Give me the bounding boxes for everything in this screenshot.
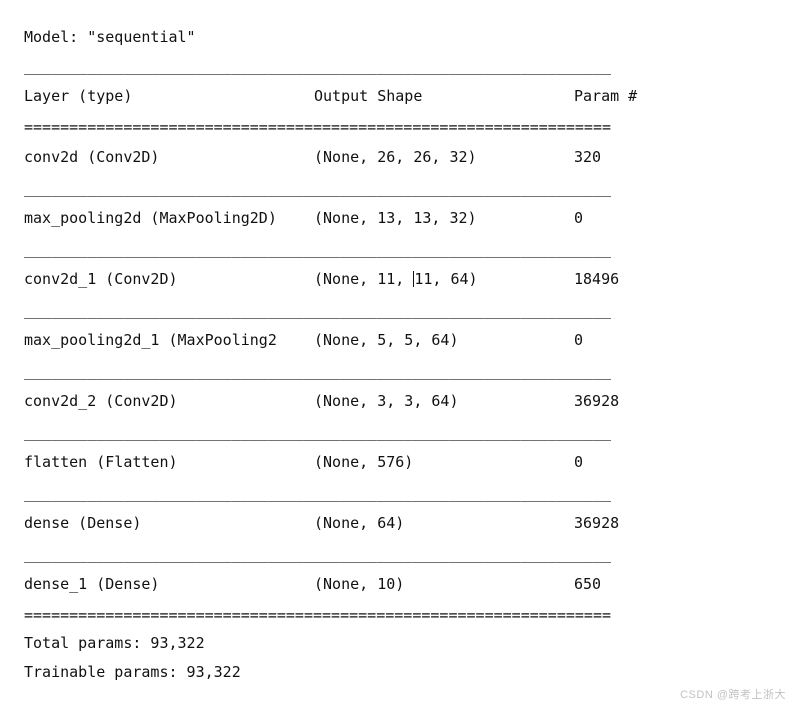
cell-output: (None, 10)	[314, 573, 574, 596]
rule-thin: ________________________________________…	[24, 482, 776, 505]
cell-output: (None, 576)	[314, 451, 574, 474]
cell-params: 650	[574, 573, 776, 596]
cell-params: 0	[574, 329, 776, 352]
rule-thin: ________________________________________…	[24, 238, 776, 261]
trainable-params: Trainable params: 93,322	[24, 661, 776, 684]
table-row: conv2d_2 (Conv2D) (None, 3, 3, 64) 36928	[24, 390, 776, 413]
header-params: Param #	[574, 85, 776, 108]
table-row: conv2d_1 (Conv2D) (None, 11, 11, 64) 184…	[24, 268, 776, 291]
cell-output: (None, 11, 11, 64)	[314, 268, 574, 291]
table-row: max_pooling2d_1 (MaxPooling2 (None, 5, 5…	[24, 329, 776, 352]
rule-thin: ________________________________________…	[24, 177, 776, 200]
rule-thin: ________________________________________…	[24, 55, 776, 78]
cell-params: 36928	[574, 512, 776, 535]
cell-params: 320	[574, 146, 776, 169]
cell-output: (None, 13, 13, 32)	[314, 207, 574, 230]
cell-params: 0	[574, 207, 776, 230]
watermark-text: CSDN @跨考上浙大	[680, 687, 786, 704]
header-row: Layer (type) Output Shape Param #	[24, 85, 776, 108]
rule-thin: ________________________________________…	[24, 299, 776, 322]
table-row: conv2d (Conv2D) (None, 26, 26, 32) 320	[24, 146, 776, 169]
cell-output: (None, 5, 5, 64)	[314, 329, 574, 352]
cell-layer: conv2d_2 (Conv2D)	[24, 390, 314, 413]
cell-layer: max_pooling2d_1 (MaxPooling2	[24, 329, 314, 352]
cell-output-part-b: 11, 64)	[414, 270, 477, 288]
header-output: Output Shape	[314, 85, 574, 108]
rule-thin: ________________________________________…	[24, 421, 776, 444]
cell-layer: max_pooling2d (MaxPooling2D)	[24, 207, 314, 230]
rule-thick: ========================================…	[24, 604, 776, 627]
table-row: max_pooling2d (MaxPooling2D) (None, 13, …	[24, 207, 776, 230]
header-layer: Layer (type)	[24, 85, 314, 108]
cell-output: (None, 3, 3, 64)	[314, 390, 574, 413]
cell-layer: dense (Dense)	[24, 512, 314, 535]
cell-output: (None, 64)	[314, 512, 574, 535]
cell-output-part-a: (None, 11,	[314, 270, 413, 288]
rule-thin: ________________________________________…	[24, 543, 776, 566]
cell-layer: conv2d_1 (Conv2D)	[24, 268, 314, 291]
table-row: dense (Dense) (None, 64) 36928	[24, 512, 776, 535]
table-row: flatten (Flatten) (None, 576) 0	[24, 451, 776, 474]
rule-thin: ________________________________________…	[24, 360, 776, 383]
cell-params: 0	[574, 451, 776, 474]
model-title: Model: "sequential"	[24, 26, 776, 49]
total-params: Total params: 93,322	[24, 632, 776, 655]
cell-layer: flatten (Flatten)	[24, 451, 314, 474]
cell-params: 18496	[574, 268, 776, 291]
cell-layer: conv2d (Conv2D)	[24, 146, 314, 169]
cell-layer: dense_1 (Dense)	[24, 573, 314, 596]
rule-thick: ========================================…	[24, 116, 776, 139]
table-row: dense_1 (Dense) (None, 10) 650	[24, 573, 776, 596]
cell-params: 36928	[574, 390, 776, 413]
cell-output: (None, 26, 26, 32)	[314, 146, 574, 169]
